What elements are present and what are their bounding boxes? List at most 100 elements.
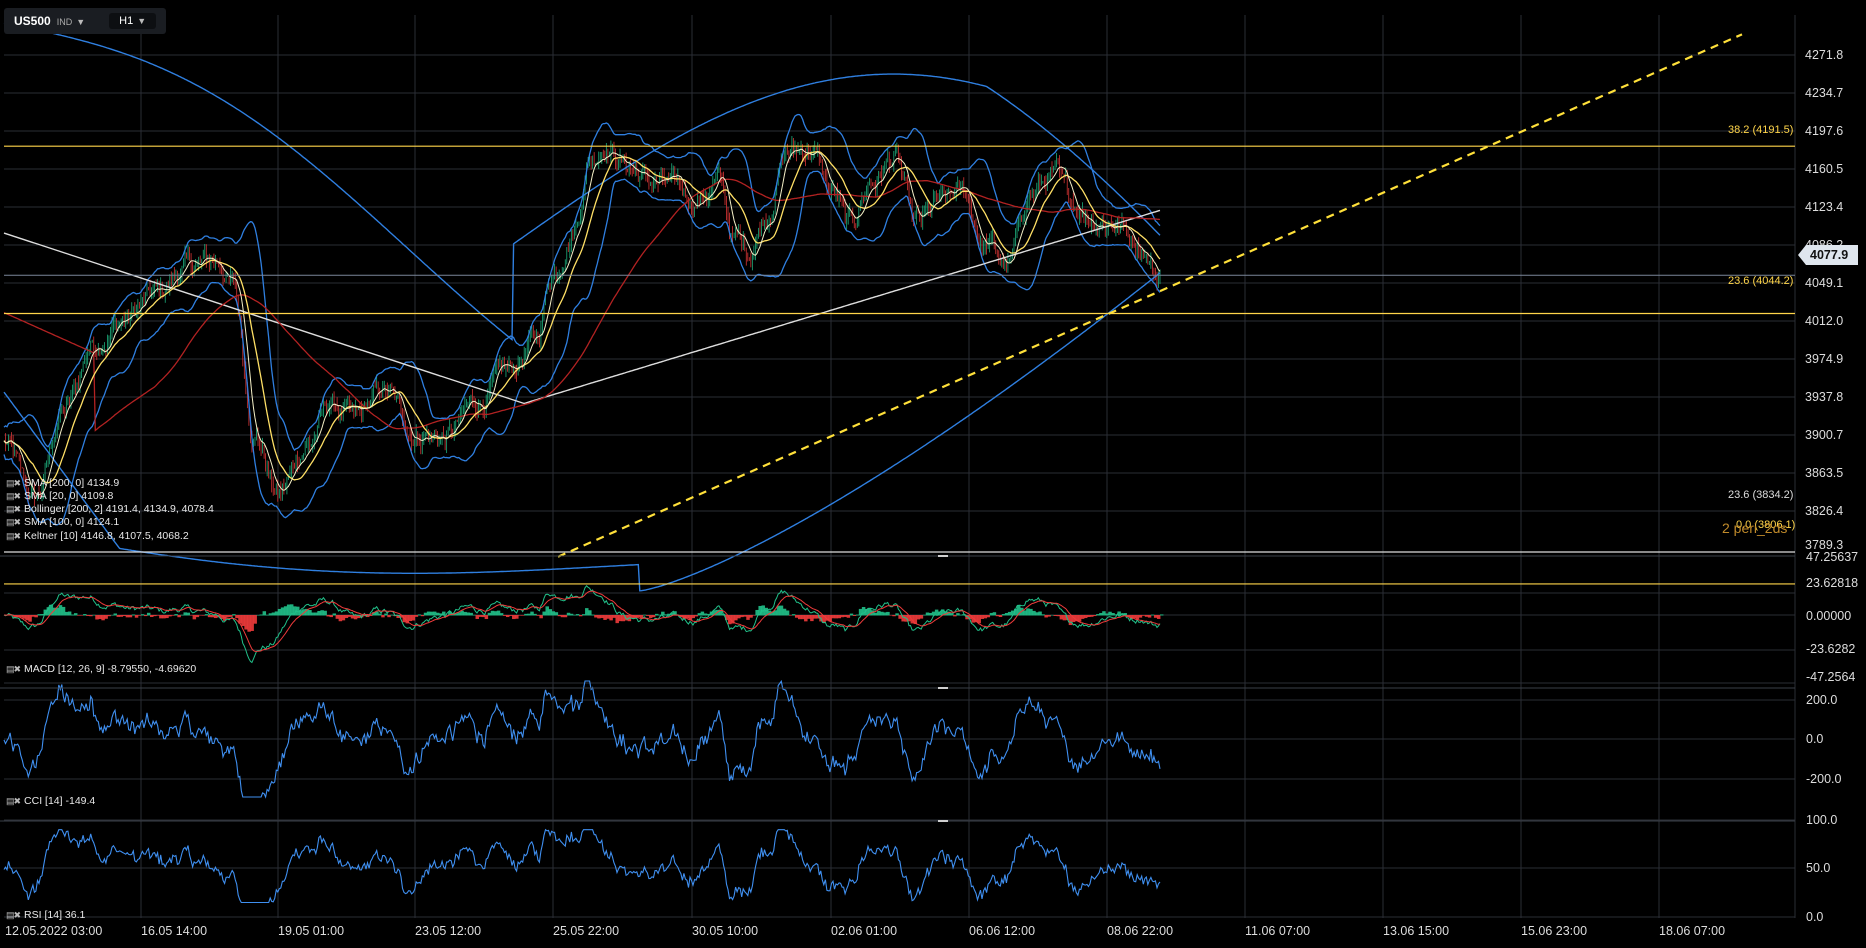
symbol-toolbar[interactable]: US500 IND ▼ H1 ▼ <box>4 8 167 34</box>
macd-histogram-bar <box>86 615 90 616</box>
macd-histogram-bar <box>219 615 224 619</box>
macd-histogram-bar <box>448 611 452 616</box>
macd-histogram-bar <box>323 610 327 616</box>
macd-histogram-bar <box>1029 608 1033 616</box>
macd-histogram-bar <box>356 615 361 619</box>
macd-histogram-bar <box>104 615 108 619</box>
legend-text: MACD [12, 26, 9] -8.79550, -4.69620 <box>24 663 197 675</box>
macd-histogram-bar <box>1156 615 1161 619</box>
macd-tick: 0.00000 <box>1806 609 1852 623</box>
macd-histogram-bar <box>153 615 157 617</box>
panel-separators[interactable] <box>0 555 1795 822</box>
settings-close-icon[interactable]: ▤✖ <box>6 516 21 527</box>
macd-histogram-bar <box>1093 615 1097 617</box>
macd-histogram-bar <box>773 610 778 616</box>
macd-histogram-bar <box>825 615 829 621</box>
macd-histogram-bar <box>350 615 355 619</box>
macd-histogram-bar <box>344 615 349 619</box>
macd-histogram-bar <box>670 612 674 616</box>
macd-histogram-bar <box>1144 615 1149 617</box>
macd-histogram-bar <box>25 615 29 621</box>
macd-histogram-bar <box>375 611 379 616</box>
macd-histogram-bar <box>484 615 489 620</box>
settings-close-icon[interactable]: ▤✖ <box>6 490 21 501</box>
macd-histogram-bar <box>238 615 242 624</box>
symbol-selector[interactable]: US500 IND ▼ <box>14 14 85 28</box>
macd-histogram-bar <box>983 615 988 619</box>
settings-close-icon[interactable]: ▤✖ <box>6 663 21 674</box>
macd-histogram-bar <box>889 615 893 616</box>
macd-histogram-bar <box>947 611 951 616</box>
macd-histogram-bar <box>828 615 832 622</box>
macd-histogram-bar <box>362 615 367 617</box>
legend-rsi[interactable]: ▤✖ RSI [14] 36.1 <box>6 909 85 921</box>
legend-macd[interactable]: ▤✖ MACD [12, 26, 9] -8.79550, -4.69620 <box>6 663 196 675</box>
cci-panel[interactable] <box>3 679 1161 799</box>
macd-histogram-bar <box>55 607 60 616</box>
macd-histogram-bar <box>34 615 38 618</box>
macd-histogram-bar <box>874 612 878 616</box>
settings-close-icon[interactable]: ▤✖ <box>6 909 21 920</box>
settings-close-icon[interactable]: ▤✖ <box>6 503 21 514</box>
macd-histogram-bar <box>551 611 556 616</box>
macd-tick: 23.62818 <box>1806 576 1859 590</box>
macd-histogram-bar <box>505 615 510 618</box>
price-panel[interactable] <box>3 22 1795 592</box>
macd-histogram-bar <box>1001 614 1006 616</box>
time-tick: 13.06 15:00 <box>1383 924 1450 938</box>
legend-sma100[interactable]: ▤✖ SMA [100, 0] 4124.1 <box>6 516 119 528</box>
macd-histogram-bar <box>232 614 236 616</box>
macd-histogram-bar <box>420 615 425 617</box>
macd-histogram-bar <box>767 610 772 616</box>
timeframe-selector[interactable]: H1 ▼ <box>109 13 157 29</box>
macd-histogram-bar <box>980 615 984 619</box>
settings-close-icon[interactable]: ▤✖ <box>6 795 21 806</box>
macd-histogram-bar <box>359 615 364 618</box>
macd-histogram-bar <box>457 612 461 616</box>
macd-histogram-bar <box>19 615 23 618</box>
macd-histogram-bar <box>880 611 884 616</box>
legend-cci[interactable]: ▤✖ CCI [14] -149.4 <box>6 795 95 807</box>
macd-histogram-bar <box>877 610 881 616</box>
macd-histogram-bar <box>712 610 717 616</box>
macd-histogram-bar <box>1117 611 1121 616</box>
macd-histogram-bar <box>83 614 87 616</box>
macd-histogram-bar <box>706 613 711 616</box>
macd-histogram-bar <box>460 610 464 616</box>
cci-tick: 200.0 <box>1806 693 1838 707</box>
time-tick: 19.05 01:00 <box>278 924 345 938</box>
legend-sma200[interactable]: ▤✖ SMA [200, 0] 4134.9 <box>6 477 119 489</box>
rsi-panel[interactable] <box>3 828 1161 904</box>
settings-close-icon[interactable]: ▤✖ <box>6 477 21 488</box>
macd-panel[interactable] <box>3 585 1164 664</box>
macd-histogram-bar <box>621 615 626 622</box>
time-tick: 25.05 22:00 <box>553 924 620 938</box>
macd-histogram-bar <box>685 615 689 619</box>
price-tick: 4160.5 <box>1805 162 1844 176</box>
macd-histogram-bar <box>639 615 644 619</box>
macd-histogram-bar <box>405 615 410 624</box>
macd-histogram-bar <box>384 613 388 616</box>
macd-histogram-bar <box>253 615 257 624</box>
macd-histogram-bar <box>779 605 784 616</box>
macd-histogram-bar <box>597 615 601 619</box>
macd-histogram-bar <box>490 610 495 616</box>
macd-histogram-bar <box>925 612 930 616</box>
macd-histogram-bar <box>256 614 260 616</box>
macd-histogram-bar <box>28 615 32 622</box>
macd-histogram-bar <box>140 614 145 616</box>
macd-histogram-bar <box>1023 610 1027 616</box>
keltner-lower <box>3 170 1161 526</box>
legend-sma20[interactable]: ▤✖ SMA [20, 0] 4109.8 <box>6 490 113 502</box>
macd-histogram-bar <box>810 615 814 622</box>
macd-histogram-bar <box>837 615 842 619</box>
macd-histogram-bar <box>1017 604 1021 616</box>
legend-keltner[interactable]: ▤✖ Keltner [10] 4146.8, 4107.5, 4068.2 <box>6 530 189 542</box>
macd-histogram-bar <box>289 604 294 616</box>
macd-histogram-bar <box>907 615 911 622</box>
legend-bollinger[interactable]: ▤✖ Bollinger [200, 2] 4191.4, 4134.9, 407… <box>6 503 214 515</box>
macd-histogram-bar <box>807 615 811 619</box>
macd-histogram-bar <box>195 615 200 618</box>
settings-close-icon[interactable]: ▤✖ <box>6 530 21 541</box>
